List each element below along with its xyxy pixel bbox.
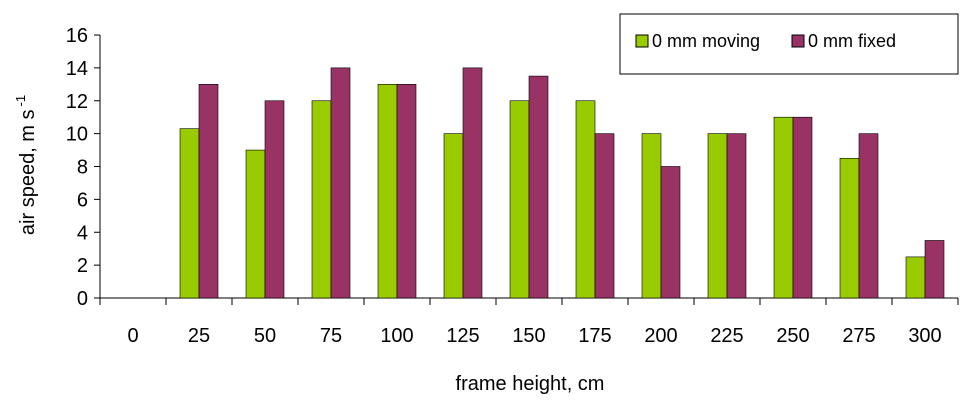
legend-swatch-fixed [791,34,805,48]
x-axis: 0 25 50 75 100 125 150 175 200 225 250 275 300 [99,297,959,347]
x-tick-label: 250 [776,325,809,347]
bar-moving [509,100,530,299]
x-tick-label: 225 [710,325,743,347]
bar-fixed [462,67,483,299]
bar-moving [443,133,464,299]
x-tick-label: 125 [446,325,479,347]
x-ticks: 0 25 50 75 100 125 150 175 200 225 250 275 300 [99,298,959,347]
legend-box [619,13,959,75]
y-tick-label: 16 [66,25,88,47]
x-tick-label: 300 [908,325,941,347]
bar-fixed [924,240,945,299]
bar-moving [641,133,662,299]
bar-moving [245,149,266,299]
y-tick-label: 10 [66,124,88,146]
y-tick-label: 14 [66,58,88,80]
bar-fixed [264,100,285,299]
bar-moving [707,133,728,299]
bar-fixed [594,133,615,299]
bars [179,67,945,299]
y-axis: 0 2 4 6 8 10 12 14 16 [66,25,101,310]
y-tick-label: 4 [77,222,88,244]
bar-moving [773,116,794,299]
bar-fixed [396,84,417,299]
x-axis-title: frame height, cm [456,373,605,395]
bar-moving [575,100,596,299]
x-tick-label: 200 [644,325,677,347]
bar-moving [179,128,200,299]
x-tick-label: 275 [842,325,875,347]
x-tick-label: 75 [320,325,342,347]
x-tick-label: 175 [578,325,611,347]
x-tick-label: 0 [127,325,138,347]
bar-fixed [726,133,747,299]
y-axis-title-main: air speed, m s [17,109,39,235]
bar-fixed [198,84,219,299]
x-tick-label: 50 [254,325,276,347]
bar-fixed [528,75,549,299]
y-axis-title: air speed, m s -1 [13,95,39,235]
bar-fixed [792,116,813,299]
bar-fixed [660,166,681,299]
bar-fixed [330,67,351,299]
y-tick-label: 12 [66,91,88,113]
x-tick-label: 100 [380,325,413,347]
x-tick-label: 25 [188,325,210,347]
y-ticks: 0 2 4 6 8 10 12 14 16 [66,25,100,310]
bar-moving [377,84,398,299]
y-tick-label: 8 [77,157,88,179]
legend: 0 mm moving 0 mm fixed [619,13,959,75]
x-tick-label: 150 [512,325,545,347]
y-tick-label: 6 [77,189,88,211]
legend-swatch-moving [635,34,649,48]
bar-fixed [858,133,879,299]
legend-label-moving: 0 mm moving [652,31,760,51]
bar-moving [839,157,860,299]
bar-moving [905,256,926,299]
legend-label-fixed: 0 mm fixed [808,31,896,51]
y-axis-title-superscript: -1 [13,95,28,107]
y-tick-label: 2 [77,255,88,277]
y-tick-label: 0 [77,288,88,310]
bar-moving [311,100,332,299]
